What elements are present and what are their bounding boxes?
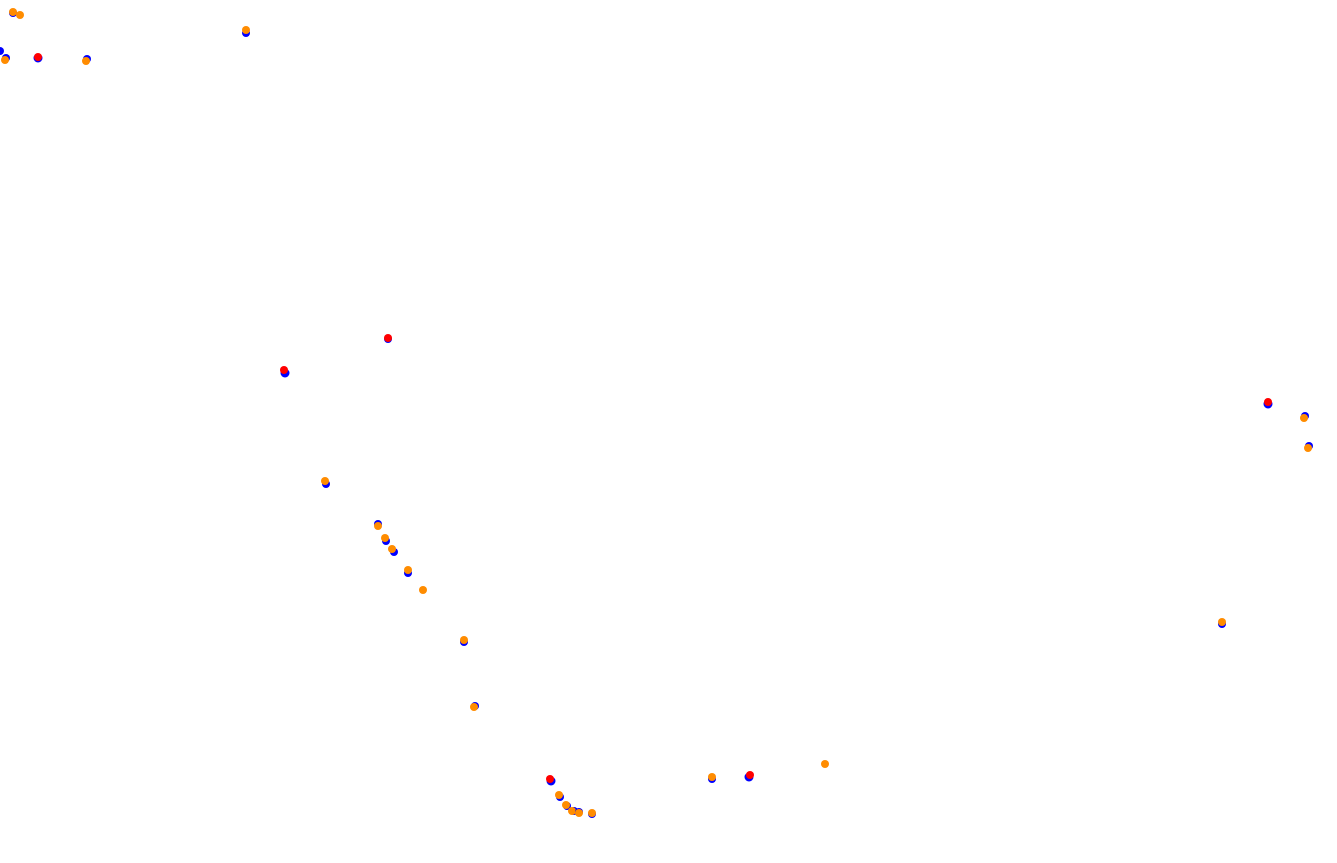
- dot-blue: [0, 47, 4, 55]
- dot-orange: [460, 636, 468, 644]
- dot-orange: [16, 11, 24, 19]
- dot-orange: [1300, 414, 1308, 422]
- dot-orange: [708, 773, 716, 781]
- dot-red: [34, 53, 42, 61]
- dot-orange: [419, 586, 427, 594]
- dot-orange: [562, 801, 570, 809]
- dot-red: [746, 771, 754, 779]
- dot-orange: [388, 545, 396, 553]
- dot-orange: [82, 57, 90, 65]
- dot-orange: [821, 760, 829, 768]
- dot-orange: [568, 807, 576, 815]
- dot-orange: [1, 56, 9, 64]
- dot-orange: [588, 809, 596, 817]
- dot-orange: [404, 566, 412, 574]
- dot-orange: [470, 703, 478, 711]
- dot-orange: [9, 8, 17, 16]
- point-group: [0, 8, 1313, 818]
- dot-red: [1264, 398, 1272, 406]
- dot-red: [280, 366, 288, 374]
- dot-orange: [1304, 444, 1312, 452]
- dot-orange: [374, 522, 382, 530]
- dot-orange: [242, 26, 250, 34]
- dot-red: [546, 775, 554, 783]
- dot-orange: [575, 809, 583, 817]
- dot-orange: [1218, 618, 1226, 626]
- dot-orange: [321, 477, 329, 485]
- dot-orange: [381, 534, 389, 542]
- dot-red: [384, 334, 392, 342]
- dot-orange: [555, 791, 563, 799]
